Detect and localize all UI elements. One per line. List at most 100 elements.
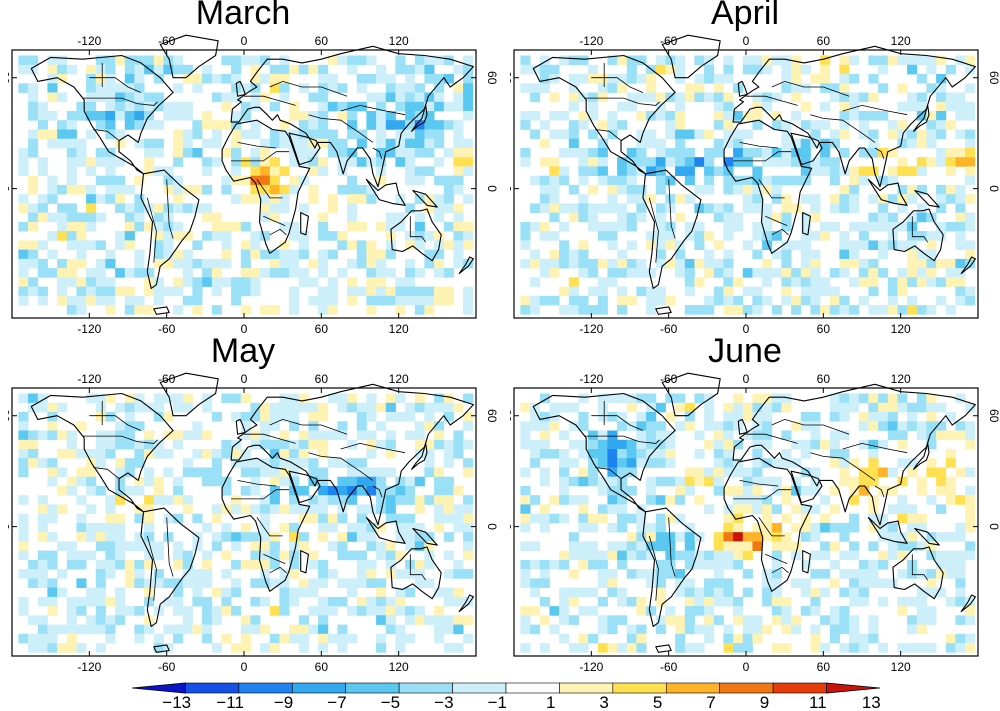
grid-cell xyxy=(279,55,290,66)
x-tick-label-top: -120 xyxy=(579,372,603,386)
grid-cell xyxy=(665,55,676,66)
grid-cell xyxy=(424,550,435,561)
grid-cell xyxy=(820,286,831,297)
grid-cell xyxy=(250,249,261,260)
grid-cell xyxy=(144,55,155,66)
grid-cell xyxy=(202,157,213,167)
grid-cell xyxy=(916,184,927,195)
grid-cell xyxy=(124,64,135,75)
grid-cell xyxy=(124,458,135,468)
grid-cell xyxy=(762,504,773,514)
grid-cell xyxy=(231,64,242,75)
grid-cell xyxy=(134,624,145,635)
grid-cell xyxy=(694,559,705,570)
grid-cell xyxy=(424,439,435,450)
grid-cell xyxy=(607,111,618,121)
grid-cell xyxy=(231,541,242,551)
grid-cell xyxy=(820,74,831,84)
grid-cell xyxy=(723,421,734,431)
grid-cell xyxy=(617,495,628,505)
grid-cell xyxy=(800,64,811,75)
grid-cell xyxy=(240,83,251,93)
coastline xyxy=(221,457,311,592)
grid-cell xyxy=(221,101,232,112)
grid-cell xyxy=(260,55,271,66)
grid-cell xyxy=(463,458,474,468)
grid-cell xyxy=(636,606,647,616)
grid-cell xyxy=(250,596,261,607)
colorbar-label: −7 xyxy=(327,693,346,711)
grid-cell xyxy=(945,633,956,644)
grid-cell xyxy=(289,532,300,542)
grid-cell xyxy=(723,120,734,130)
grid-cell xyxy=(144,120,155,130)
grid-cell xyxy=(752,541,763,551)
grid-cell xyxy=(684,286,695,297)
grid-cell xyxy=(424,559,435,570)
grid-cell xyxy=(936,148,947,158)
grid-cell xyxy=(839,587,850,598)
border xyxy=(758,517,785,537)
coastline xyxy=(412,189,438,208)
grid-cell xyxy=(868,421,879,431)
grid-cell xyxy=(520,504,531,514)
grid-cell xyxy=(395,64,406,75)
grid-cell xyxy=(655,587,666,598)
grid-cell xyxy=(675,633,686,644)
grid-cell xyxy=(279,596,290,607)
coastline xyxy=(802,212,811,236)
grid-cell xyxy=(878,532,889,542)
grid-cell xyxy=(182,138,193,149)
grid-cell xyxy=(115,83,126,93)
grid-cell xyxy=(115,55,126,66)
grid-cell xyxy=(18,606,29,616)
grid-cell xyxy=(733,596,744,607)
grid-cell xyxy=(279,203,290,213)
grid-cell xyxy=(105,83,116,93)
map-may: -120-120-60-60006060120120606000 xyxy=(8,372,498,674)
grid-cell xyxy=(578,513,589,524)
grid-cell xyxy=(626,633,637,644)
grid-cell xyxy=(47,184,58,195)
grid-cell xyxy=(868,55,879,66)
grid-cell xyxy=(202,467,213,478)
grid-cell xyxy=(95,175,106,186)
grid-cell xyxy=(347,258,358,269)
grid-cell xyxy=(945,268,956,278)
grid-cell xyxy=(269,203,280,213)
grid-cell xyxy=(771,532,782,542)
grid-cell xyxy=(626,166,637,176)
grid-cell xyxy=(385,268,396,278)
grid-cell xyxy=(66,596,77,607)
grid-cell xyxy=(192,184,203,195)
grid-cell xyxy=(76,522,87,533)
grid-cell xyxy=(849,249,860,260)
grid-cell xyxy=(868,522,879,533)
colorbar-label: 9 xyxy=(760,693,769,711)
grid-cell xyxy=(192,258,203,269)
grid-cell xyxy=(395,148,406,158)
grid-cell xyxy=(762,439,773,450)
grid-cell xyxy=(434,258,445,269)
grid-cell xyxy=(47,64,58,75)
grid-cell xyxy=(395,522,406,533)
grid-cell xyxy=(597,92,608,103)
grid-cell xyxy=(771,194,782,204)
grid-cell xyxy=(752,449,763,459)
grid-cell xyxy=(95,430,106,441)
grid-cell xyxy=(115,522,126,533)
grid-cell xyxy=(153,643,164,653)
grid-cell xyxy=(202,231,213,241)
grid-cell xyxy=(376,467,387,478)
grid-cell xyxy=(858,111,869,121)
grid-cell xyxy=(443,569,454,579)
grid-cell xyxy=(95,596,106,607)
grid-cell xyxy=(965,541,976,551)
grid-cell xyxy=(424,412,435,422)
grid-cell xyxy=(463,258,474,269)
grid-cell xyxy=(376,138,387,149)
grid-cell xyxy=(28,258,39,269)
grid-cell xyxy=(463,439,474,450)
grid-cell xyxy=(28,129,39,140)
grid-cell xyxy=(926,55,937,66)
